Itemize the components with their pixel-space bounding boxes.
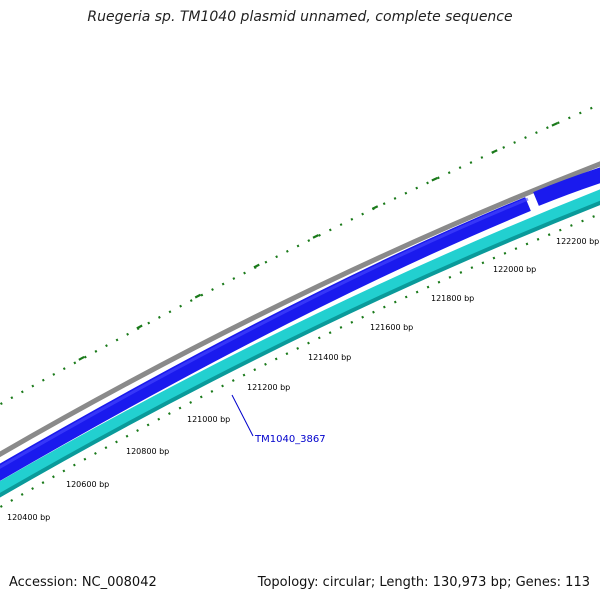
gc-content-track	[0, 103, 600, 406]
tick-label: 121000 bp	[187, 415, 230, 424]
reverse-gene-arc-shadow	[0, 200, 600, 498]
gene-pointer-line	[231, 394, 254, 437]
summary-text: Topology: circular; Length: 130,973 bp; …	[257, 575, 590, 590]
backbone-ring	[0, 161, 600, 458]
forward-gene-arc	[0, 197, 531, 481]
forward-gene-arc-highlight	[0, 197, 529, 469]
accession-text: Accession: NC_008042	[9, 575, 157, 590]
tick-label: 120800 bp	[126, 447, 169, 456]
tick-label: 121600 bp	[370, 323, 413, 332]
reverse-gene-arc	[0, 189, 600, 498]
tick-label: 122200 bp	[556, 237, 599, 246]
tick-label: 121200 bp	[247, 383, 290, 392]
tick-label: 120400 bp	[7, 513, 50, 522]
gene-label: TM1040_3867	[254, 434, 326, 445]
tick-label: 121400 bp	[308, 353, 351, 362]
tick-label: 120600 bp	[66, 480, 109, 489]
gc-skew-track	[0, 212, 600, 509]
forward-gene-arc-2	[533, 167, 600, 206]
map-title: Ruegeria sp. TM1040 plasmid unnamed, com…	[87, 9, 513, 25]
tick-label: 122000 bp	[493, 265, 536, 274]
tick-label: 121800 bp	[431, 294, 474, 303]
